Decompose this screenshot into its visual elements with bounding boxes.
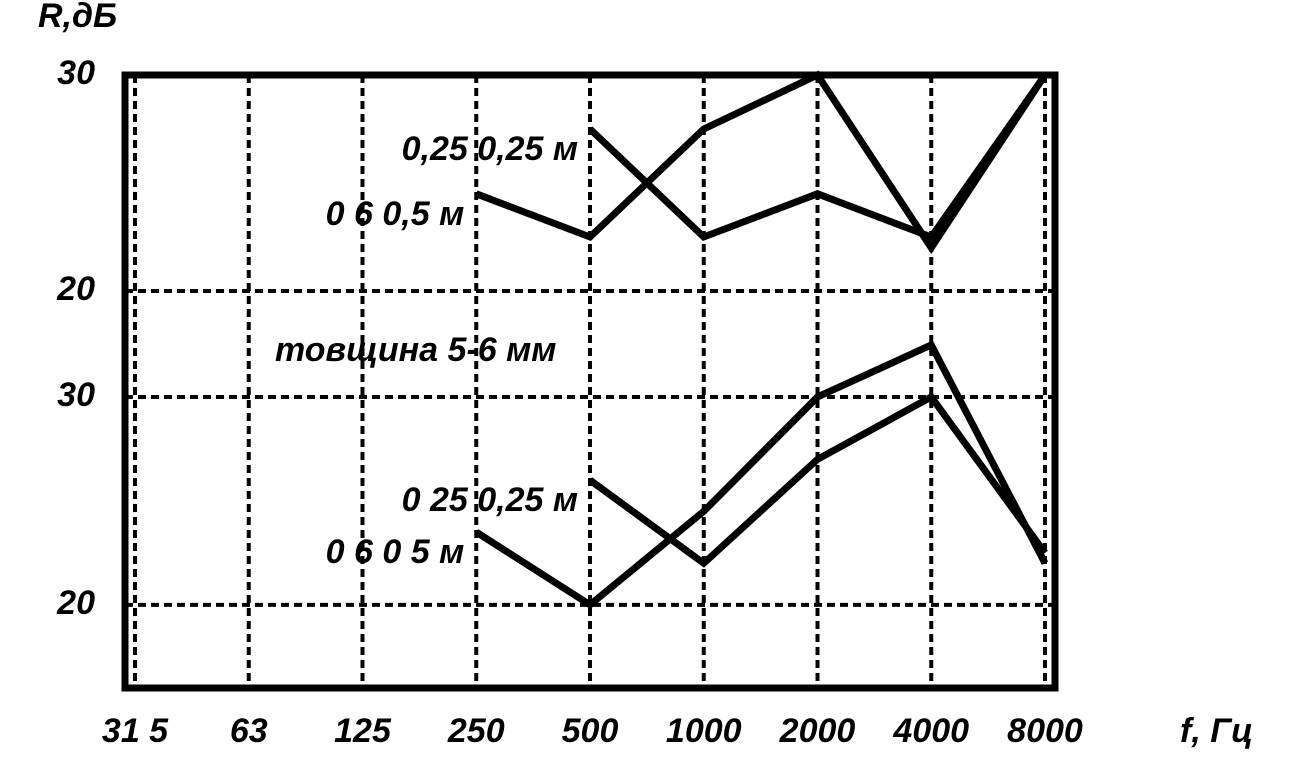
x-tick-label: 2000 <box>779 712 856 750</box>
line <box>587 392 1048 568</box>
y-tick-label: 20 <box>56 584 95 622</box>
annotation: товщина 5-6 мм <box>275 331 556 369</box>
series-label: 0 6 0,5 м <box>326 195 465 233</box>
x-axis-label: f, Гц <box>1180 712 1253 750</box>
line <box>475 70 1048 255</box>
x-tick-label: 250 <box>447 712 505 750</box>
x-tick-label: 1000 <box>666 712 742 750</box>
line <box>474 340 1049 610</box>
series-label: 0 25 0,25 м <box>402 481 578 519</box>
x-tick-label: 125 <box>334 712 392 750</box>
y-axis-label: R,дБ <box>38 0 117 35</box>
series-label: 0 6 0 5 м <box>326 533 465 571</box>
y-tick-label: 20 <box>56 270 95 308</box>
x-tick-label: 63 <box>230 712 268 750</box>
line <box>587 72 1048 242</box>
x-tick-label: 31 5 <box>102 712 169 750</box>
y-tick-label: 30 <box>57 376 95 414</box>
x-tick-label: 8000 <box>1007 712 1083 750</box>
series-label: 0,25 0,25 м <box>402 130 578 168</box>
y-tick-label: 30 <box>57 54 95 92</box>
x-tick-label: 500 <box>562 712 619 750</box>
x-tick-label: 4000 <box>892 712 969 750</box>
